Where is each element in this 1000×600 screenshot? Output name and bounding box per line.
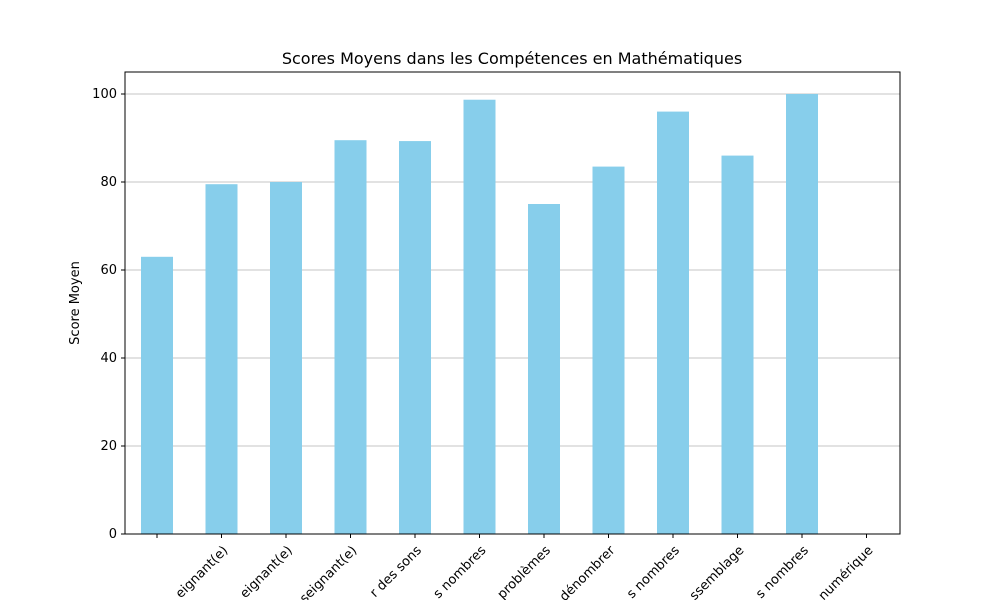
bar — [270, 182, 302, 534]
chart-title: Scores Moyens dans les Compétences en Ma… — [282, 49, 742, 68]
x-tick-label: problèmes — [495, 543, 554, 600]
y-tick-label: 60 — [100, 263, 117, 278]
y-tick-label: 0 — [109, 527, 117, 542]
x-tick-label: s nombres — [624, 543, 683, 600]
bar — [528, 204, 560, 534]
bar — [141, 256, 173, 534]
y-tick-label: 20 — [100, 439, 117, 454]
bar — [463, 99, 496, 534]
x-tick-label: s nombres — [753, 543, 812, 600]
bar — [334, 140, 367, 534]
bar — [592, 166, 625, 534]
x-tick-label: numérique — [816, 543, 877, 600]
x-tick-label: ssemblage — [687, 543, 747, 600]
y-tick-label: 80 — [100, 175, 117, 190]
bar — [786, 94, 818, 534]
plot-frame — [124, 71, 901, 535]
bar — [205, 184, 238, 534]
y-tick-label: 100 — [92, 87, 117, 102]
x-tick-label: eignant(e) — [237, 543, 295, 600]
y-tick-label: 40 — [100, 351, 117, 366]
bar — [657, 111, 689, 534]
x-tick-label: eignant(e) — [173, 543, 231, 600]
x-tick-label: s nombres — [431, 543, 490, 600]
grid-lines — [125, 93, 900, 535]
bar — [399, 141, 431, 534]
x-tick-label: dénombrer — [557, 543, 619, 600]
y-axis-ticks: 0 20 40 60 80 100 — [92, 87, 125, 542]
x-axis-ticks: eignant(e)eignant(e)Compter avec l'ensei… — [156, 534, 877, 600]
x-tick-label: r des sons — [367, 543, 425, 600]
y-axis-label: Score Moyen — [68, 261, 83, 345]
bar — [721, 155, 754, 534]
bars — [141, 94, 818, 534]
